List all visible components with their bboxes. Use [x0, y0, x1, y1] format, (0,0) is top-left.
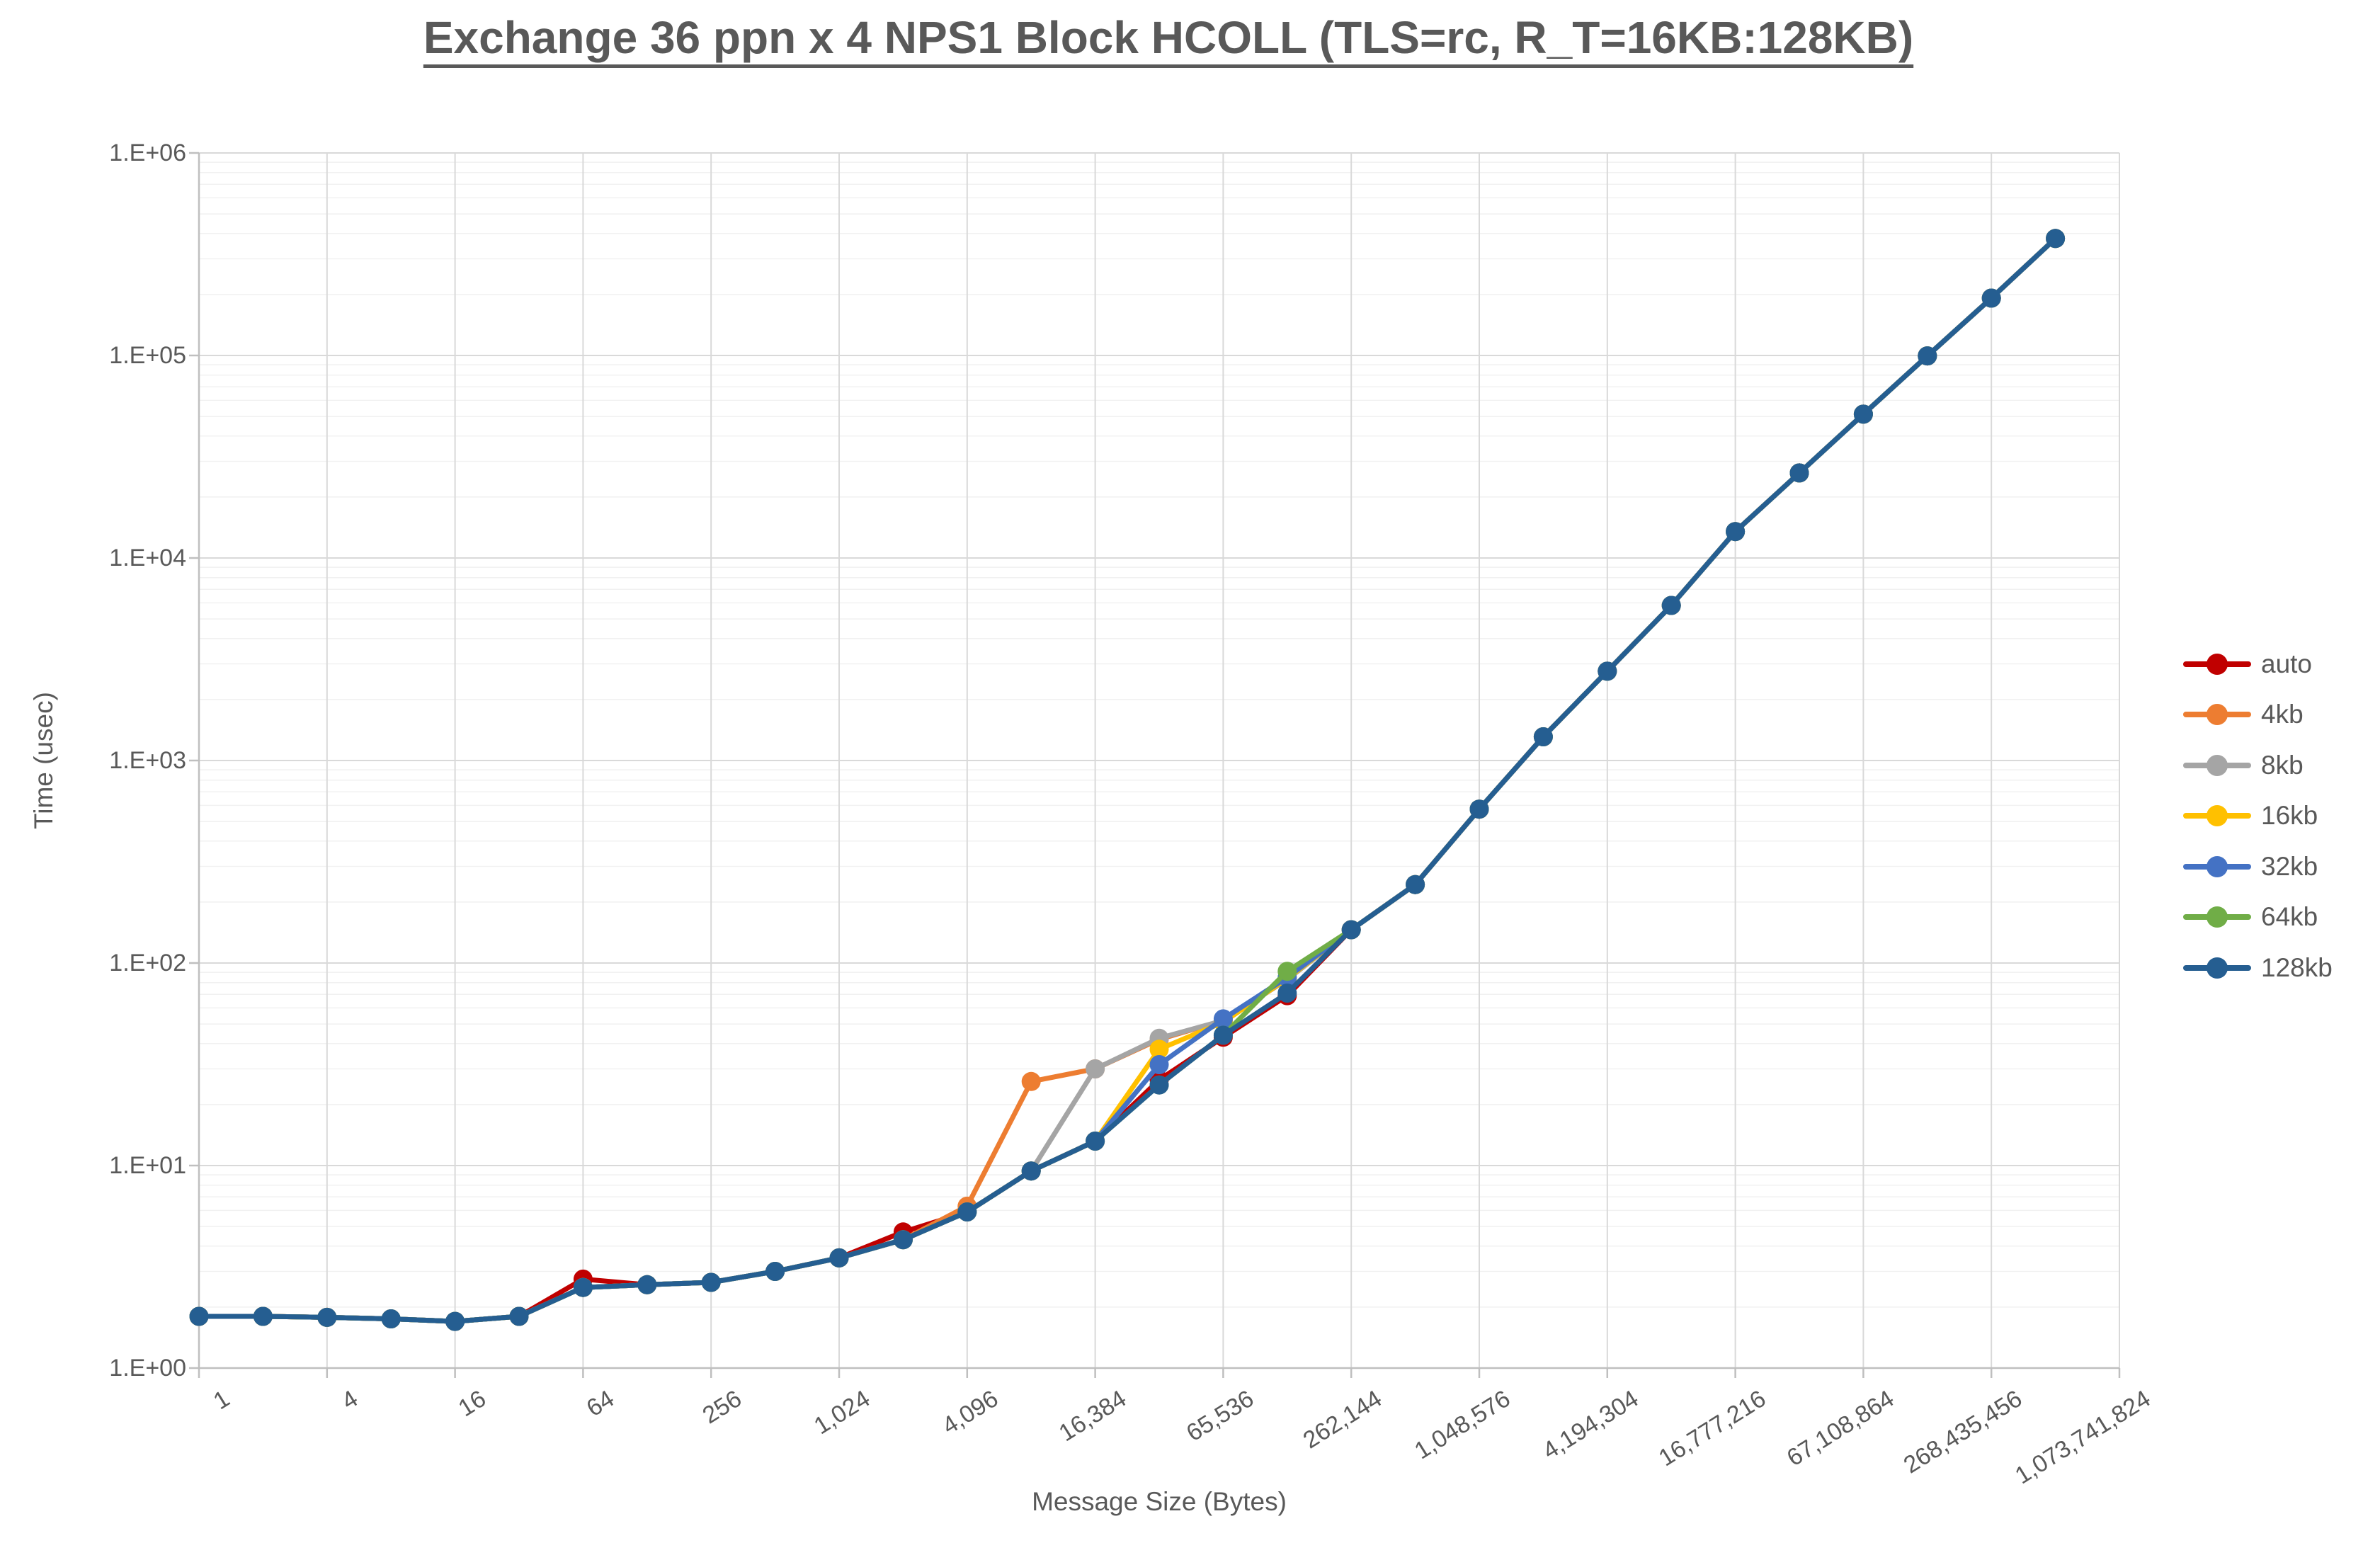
y-tick-label: 1.E+05 — [109, 342, 186, 369]
data-point — [765, 1262, 785, 1281]
data-point — [637, 1275, 657, 1294]
legend-marker-icon — [2183, 704, 2251, 726]
data-point — [1277, 984, 1297, 1003]
data-point — [1021, 1071, 1041, 1091]
legend-item-8kb: 8kb — [2183, 740, 2333, 791]
y-tick-label: 1.E+06 — [109, 139, 186, 166]
legend-item-auto: auto — [2183, 639, 2333, 690]
data-point — [893, 1230, 913, 1250]
y-tick-label: 1.E+04 — [109, 545, 186, 571]
series-line-128kb — [196, 236, 2059, 1324]
y-tick-label: 1.E+00 — [109, 1355, 186, 1382]
data-point — [1469, 799, 1489, 819]
legend-item-64kb: 64kb — [2183, 892, 2333, 943]
y-tick-label: 1.E+01 — [109, 1152, 186, 1179]
legend-label: 64kb — [2261, 902, 2318, 932]
data-point — [1213, 1009, 1233, 1029]
data-point — [1853, 404, 1873, 424]
legend: auto 4kb 8kb 16kb 32kb 64kb 128kb — [2183, 639, 2333, 993]
legend-marker-icon — [2183, 653, 2251, 675]
x-axis-title: Message Size (Bytes) — [1032, 1487, 1287, 1516]
legend-label: 32kb — [2261, 851, 2318, 881]
data-point — [1598, 661, 1617, 681]
legend-marker-icon — [2183, 855, 2251, 877]
series-128kb — [189, 229, 2066, 1331]
y-tick-label: 1.E+02 — [109, 950, 186, 976]
legend-marker-icon — [2183, 754, 2251, 776]
y-tick-label: 1.E+03 — [109, 747, 186, 774]
data-point — [1086, 1132, 1105, 1151]
data-point — [1086, 1059, 1105, 1078]
legend-marker-icon — [2183, 957, 2251, 979]
legend-label: 128kb — [2261, 952, 2333, 982]
data-point — [1021, 1161, 1041, 1181]
data-point — [1149, 1055, 1169, 1074]
data-point — [701, 1272, 721, 1292]
legend-item-4kb: 4kb — [2183, 690, 2333, 741]
data-point — [1981, 288, 2001, 308]
legend-item-16kb: 16kb — [2183, 791, 2333, 842]
data-point — [1661, 596, 1681, 615]
legend-label: 8kb — [2261, 750, 2304, 780]
legend-label: 16kb — [2261, 801, 2318, 831]
data-point — [2046, 229, 2066, 249]
legend-marker-icon — [2183, 906, 2251, 928]
data-point — [253, 1306, 273, 1326]
legend-label: 4kb — [2261, 700, 2304, 729]
data-point — [317, 1307, 337, 1327]
data-point — [509, 1306, 529, 1326]
data-point — [1149, 1075, 1169, 1095]
data-point — [573, 1277, 593, 1297]
data-point — [381, 1309, 401, 1328]
data-point — [1341, 920, 1361, 940]
data-point — [1213, 1025, 1233, 1045]
data-point — [1277, 962, 1297, 981]
data-point — [189, 1306, 209, 1326]
legend-item-128kb: 128kb — [2183, 942, 2333, 993]
data-point — [829, 1248, 849, 1268]
data-point — [957, 1202, 977, 1221]
data-point — [1726, 522, 1746, 542]
data-point — [1533, 727, 1553, 746]
data-point — [1149, 1039, 1169, 1059]
data-point — [1918, 346, 1937, 366]
chart-title: Exchange 36 ppn x 4 NPS1 Block HCOLL (TL… — [423, 12, 1914, 63]
data-point — [445, 1311, 465, 1331]
legend-marker-icon — [2183, 805, 2251, 827]
legend-label: auto — [2261, 649, 2313, 678]
legend-item-32kb: 32kb — [2183, 841, 2333, 892]
data-point — [1406, 875, 1425, 894]
data-point — [1789, 463, 1809, 483]
